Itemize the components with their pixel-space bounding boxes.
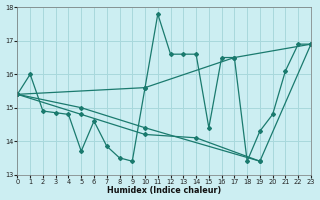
X-axis label: Humidex (Indice chaleur): Humidex (Indice chaleur) — [107, 186, 221, 195]
